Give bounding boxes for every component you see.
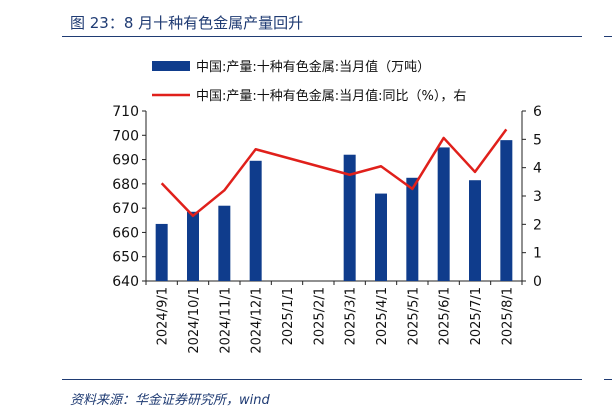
x-tick-label: 2025/5/1 — [406, 287, 421, 345]
legend-label-line: 中国:产量:十种有色金属:当月值:同比（%），右 — [196, 88, 466, 104]
x-tick-label: 2024/11/1 — [218, 287, 233, 354]
edge-mark-top — [604, 36, 612, 37]
x-tick-label: 2025/8/1 — [500, 287, 515, 345]
bottom-rule — [62, 379, 582, 380]
bar — [406, 177, 419, 281]
line-series — [160, 128, 508, 218]
legend-label-bar: 中国:产量:十种有色金属:当月值（万吨） — [196, 59, 430, 75]
right-tick-label: 4 — [533, 161, 542, 177]
bar — [343, 154, 356, 281]
left-tick-label: 650 — [112, 250, 139, 266]
bar — [249, 160, 262, 281]
left-tick-label: 680 — [112, 177, 139, 193]
yoy-line — [160, 128, 508, 218]
x-tick-label: 2025/3/1 — [344, 287, 359, 345]
bar — [218, 205, 231, 281]
bar — [187, 211, 199, 281]
legend-swatch-bar — [152, 61, 190, 71]
top-rule — [62, 36, 582, 37]
right-tick-label: 1 — [533, 246, 542, 262]
bar — [375, 193, 387, 281]
left-tick-label: 640 — [112, 274, 139, 290]
bar-series — [155, 140, 513, 281]
legend: 中国:产量:十种有色金属:当月值（万吨） 中国:产量:十种有色金属:当月值:同比（… — [152, 59, 466, 104]
left-tick-label: 710 — [112, 104, 139, 120]
x-tick-label: 2025/1/1 — [281, 287, 296, 345]
right-tick-label: 2 — [533, 217, 542, 233]
x-tick-label: 2024/10/1 — [187, 287, 202, 354]
left-tick-label: 660 — [112, 225, 139, 241]
bar — [500, 140, 513, 281]
x-tick-label: 2025/4/1 — [375, 287, 390, 345]
right-tick-label: 0 — [533, 274, 542, 290]
right-tick-label: 6 — [533, 104, 542, 120]
axes: 710 700 690 680 670 660 650 640 6 5 4 3 2 1 0 2024/9/1 2… — [112, 104, 542, 354]
source-note: 资料来源：华金证券研究所，wind — [70, 393, 270, 408]
x-tick-label: 2024/9/1 — [156, 287, 171, 345]
x-tick-label: 2025/7/1 — [469, 287, 484, 345]
figure-title: 图 23：8 月十种有色金属产量回升 — [70, 14, 304, 32]
bar — [469, 180, 481, 281]
x-tick-label: 2024/12/1 — [250, 287, 265, 354]
x-tick-label: 2025/2/1 — [312, 287, 327, 345]
bar — [155, 223, 168, 281]
right-tick-label: 5 — [533, 132, 542, 148]
left-tick-label: 690 — [112, 153, 139, 169]
right-tick-label: 3 — [533, 189, 542, 205]
x-tick-label: 2025/6/1 — [438, 287, 453, 345]
bar — [437, 147, 450, 281]
edge-mark-bottom — [604, 379, 612, 380]
left-tick-label: 670 — [112, 201, 139, 217]
left-tick-label: 700 — [112, 128, 139, 144]
